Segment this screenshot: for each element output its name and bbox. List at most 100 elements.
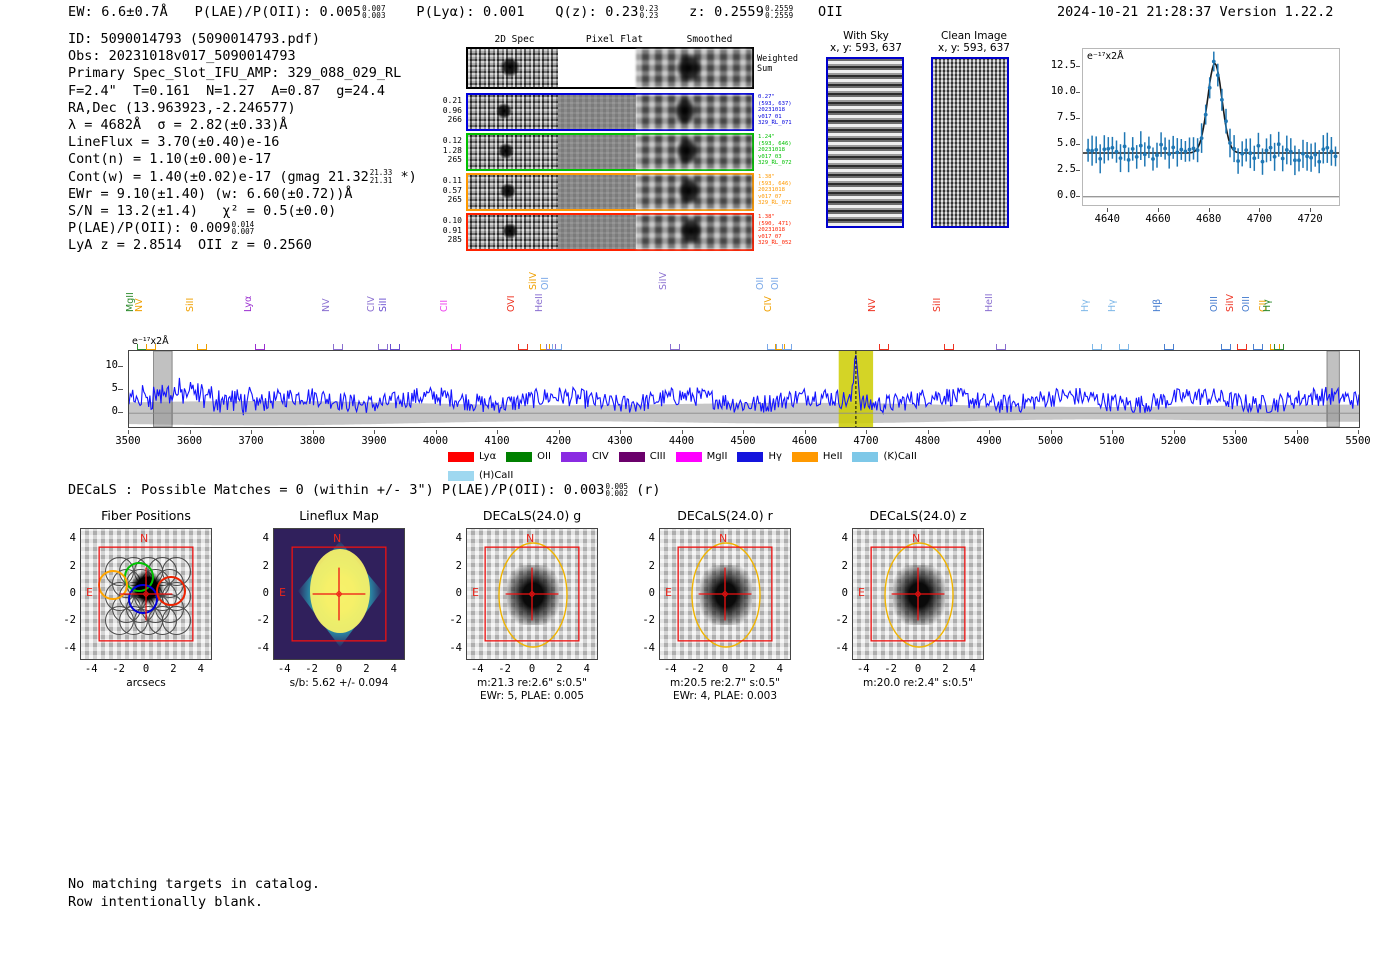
cutout-panel-row: Fiber Positions N E 4 2 0 -2 -4 -4 -2 0 2 4 arcsecs L… (58, 508, 1058, 718)
cutout-title: Fiber Positions (101, 508, 191, 523)
exposure-identifier: 20231018 (758, 107, 785, 114)
cutout-y-tick: -4 (449, 641, 462, 654)
header-z-species: OII (818, 4, 844, 20)
x-tick-mark (374, 430, 375, 434)
cutout-image (273, 528, 405, 660)
emission-line-label: Hβ (1152, 298, 1163, 312)
weighted-sum-2dspec (468, 49, 558, 87)
x-tick-mark (312, 430, 314, 434)
header-qz-value: 0.23 (605, 4, 639, 20)
line-identification-labels: MgII NV SiII Lyα NV CIV SiII CII OVI SiIV HeII OII S… (125, 272, 1368, 350)
emission-blob (674, 97, 696, 125)
emission-line-label: Hγ (1107, 299, 1119, 312)
emission-line-label: Lyα (243, 295, 254, 312)
emission-line-bracket (552, 344, 562, 350)
emission-blob (500, 183, 516, 199)
emission-line-label: OIII (1209, 296, 1221, 312)
x-tick-mark (620, 430, 621, 434)
cutout-x-tick: 0 (335, 663, 343, 675)
decals-header-band: (r) (636, 482, 661, 498)
cutout-y-tick: 2 (262, 559, 269, 572)
clean-image-coords: x, y: 593, 637 (938, 42, 1010, 54)
aperture-ellipse (498, 542, 568, 648)
exposure-metric-value: 265 (447, 195, 462, 205)
legend-label: HeII (822, 451, 843, 462)
exposure-metric-value: 0.21 (442, 96, 462, 105)
x-tick-label: 4000 (422, 435, 449, 447)
legend-label: OII (537, 451, 551, 462)
line-profile-canvas (1083, 51, 1339, 198)
x-tick-mark (743, 430, 744, 434)
emission-line-label: SiII (931, 297, 943, 312)
exposure-metrics: 0.11 0.57 265 (424, 176, 462, 205)
exposure-identifier: 1.24" (758, 134, 775, 140)
y-tick-mark (118, 389, 123, 391)
x-tick-mark (989, 430, 990, 434)
legend-color-swatch (852, 451, 879, 462)
cutout-x-tick: -4 (663, 663, 677, 675)
x-tick-label: 4900 (976, 435, 1002, 447)
exposure-metric-value: 0.96 (442, 105, 462, 115)
col-title-smoothed: Smoothed (686, 34, 733, 45)
cutout-image (852, 528, 984, 660)
x-tick-mark (435, 430, 437, 434)
info-sn-chi2: S/N = 13.2(±1.4) χ² = 0.5(±0.0) (68, 203, 337, 220)
info-cont-w-bounds: 21.33 21.31 (369, 168, 393, 185)
exposure-2dspec (468, 215, 558, 249)
cutout-y-tick: 0 (455, 587, 462, 599)
cutout-x-tick: -4 (277, 663, 291, 675)
emission-line-label: OVI (505, 295, 517, 312)
cutout-x-tick: -2 (884, 663, 897, 675)
cutout-image (659, 528, 791, 660)
emission-line-bracket (670, 344, 681, 350)
exposure-pixelflat (558, 215, 636, 249)
emission-line-bracket (517, 344, 528, 350)
timestamp-version: 2024-10-21 21:28:37 Version 1.22.2 (1057, 4, 1334, 20)
exposure-metrics: 0.10 0.91 285 (424, 216, 462, 245)
x-tick-label: 4600 (791, 435, 818, 447)
legend-entry: (K)CaII (852, 446, 917, 465)
info-radec: RA,Dec (13.963923,-2.246577) (68, 99, 296, 116)
x-tick-mark (927, 430, 929, 434)
y-tick-label: 12.5 (1050, 58, 1076, 71)
legend-entry: MgII (675, 446, 727, 465)
cutout-panel: Lineflux Map N E 4 2 0 -2 -4 -4 -2 0 2 4 s/b: 5.62 +… (256, 508, 453, 718)
cutout-x-tick: -4 (856, 663, 870, 675)
exposure-metric-value: 285 (447, 235, 462, 245)
exposure-identifier: 20231018 (758, 147, 785, 154)
x-tick-mark (1173, 430, 1175, 434)
cutout-x-tick: 2 (942, 663, 949, 675)
decals-plae-bounds: 0.005 0.002 (605, 481, 629, 498)
decals-header-text: DECaLS : Possible Matches = 0 (within +/… (68, 482, 605, 498)
header-qz-label: Q(z): (555, 4, 597, 20)
flux-unit-annotation: e⁻¹⁷x2Å (1087, 51, 1124, 62)
x-tick-label: 4400 (668, 435, 695, 447)
x-tick-mark (497, 430, 498, 434)
footer-line-1: No matching targets in catalog. (68, 876, 320, 892)
cutout-x-tick: 4 (583, 663, 590, 675)
emission-line-bracket (879, 344, 890, 350)
emission-line-bracket (1119, 344, 1130, 350)
north-marker: N (140, 532, 149, 545)
emission-blob (678, 177, 700, 205)
x-tick-mark (1259, 208, 1261, 212)
cutout-y-tick: 0 (69, 587, 76, 599)
emission-line-label: SiII (378, 297, 390, 312)
full-spectrum-plot: MgII NV SiII Lyα NV CIV SiII CII OVI SiIV HeII OII S… (70, 272, 1370, 447)
x-tick-label: 4720 (1297, 213, 1323, 225)
cutout-x-tick: 4 (390, 663, 397, 675)
exposure-smoothed (636, 175, 752, 209)
cutout-y-tick: -4 (63, 641, 76, 654)
spec2d-exposure-row: 0.11 0.57 265 1.38" (593, 646) 20231018 v017_… (443, 172, 807, 212)
north-marker: N (526, 532, 535, 545)
cutout-panel: DECaLS(24.0) g N E 4 2 0 -2 -4 -4 -2 0 2 4 m:21.3 re… (449, 508, 646, 718)
exposure-identifier: v017_01 (758, 113, 782, 120)
header-z-bounds: 0.2559 0.2559 (765, 3, 794, 20)
line-profile-plot: e⁻¹⁷x2Å 0.0 2.5 5.0 7.5 10.0 12.5 4640 4660 468… (1038, 44, 1348, 244)
x-tick-label: 4500 (730, 435, 756, 447)
exposure-smoothed (636, 135, 752, 169)
with-sky-title: With Sky (843, 30, 889, 42)
x-tick-mark (804, 430, 806, 434)
info-cont-w-pre: Cont(w) = 1.40(±0.02)e-17 (gmag 21.32 (68, 168, 369, 185)
exposure-identifier: v017_03 (758, 153, 782, 160)
